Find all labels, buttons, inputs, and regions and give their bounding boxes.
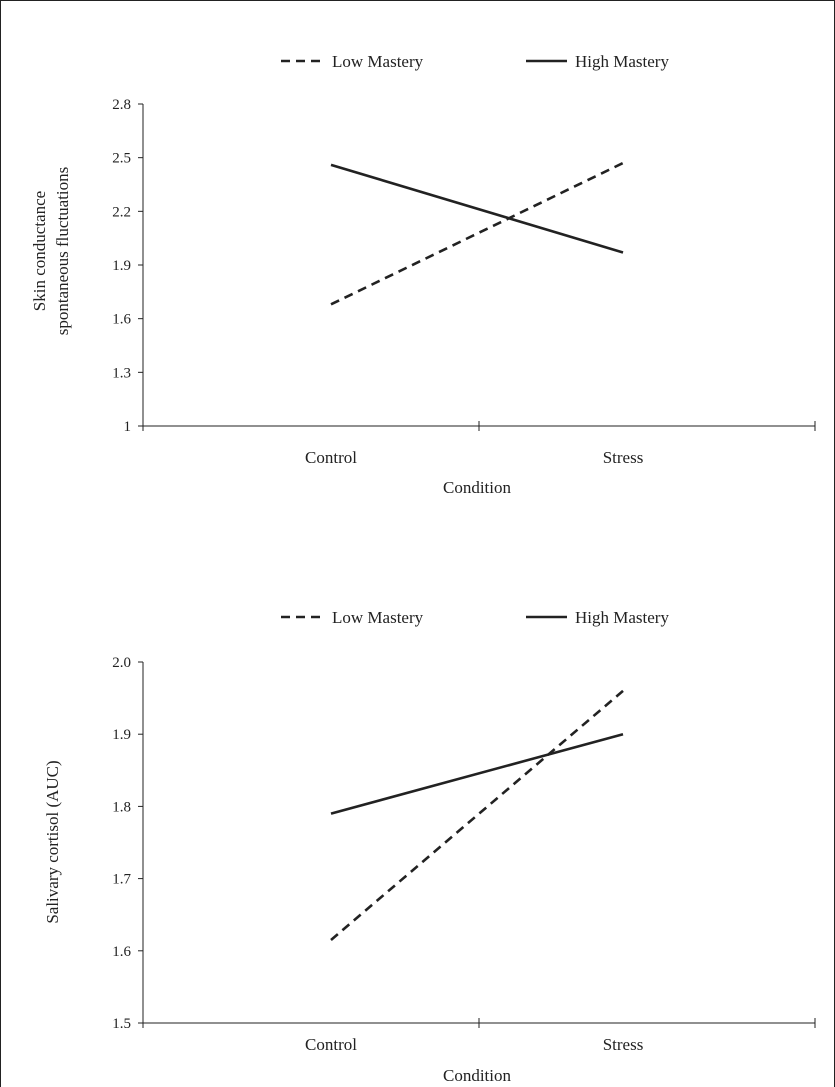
y-tick-label: 2.5	[112, 151, 131, 167]
legend-label-low-mastery: Low Mastery	[332, 52, 424, 71]
x-axis-label: Condition	[443, 1066, 512, 1085]
y-tick-label: 1.6	[112, 944, 131, 960]
x-axis-label: Condition	[443, 478, 512, 497]
legend: Low Mastery High Mastery	[281, 52, 669, 71]
y-tick-label: 1.3	[112, 365, 131, 381]
x-tick-label: Stress	[603, 448, 644, 467]
y-axis-label: Salivary cortisol (AUC)	[43, 760, 62, 923]
y-tick-label: 2.8	[112, 97, 131, 113]
y-tick-label: 1.6	[112, 312, 131, 328]
y-tick-label: 1.8	[112, 799, 131, 815]
y-tick-label: 1.9	[112, 727, 131, 743]
series-line-high-mastery	[330, 732, 624, 815]
legend-label-high-mastery: High Mastery	[575, 608, 669, 627]
chart-panel-2: 1.5 1.6 1.7 1.8 1.9 2.0 Control Stress Condition…	[43, 608, 816, 1085]
legend-label-low-mastery: Low Mastery	[332, 608, 424, 627]
y-axis-label: spontaneous fluctuations	[53, 167, 72, 336]
x-tick-label: Control	[305, 448, 357, 467]
y-tick-label: 1.5	[112, 1016, 131, 1032]
x-tick-label: Control	[305, 1035, 357, 1054]
y-tick-label: 1.9	[112, 258, 131, 274]
series-line-low-mastery	[330, 161, 624, 306]
y-tick-label: 1	[124, 419, 132, 435]
x-tick-label: Stress	[603, 1035, 644, 1054]
series-line-low-mastery	[330, 689, 624, 941]
legend: Low Mastery High Mastery	[281, 608, 669, 627]
series-line-high-mastery	[330, 163, 624, 254]
legend-label-high-mastery: High Mastery	[575, 52, 669, 71]
y-tick-label: 2.0	[112, 655, 131, 671]
y-axis-label: Skin conductance	[30, 191, 49, 311]
chart-panel-1: 1 1.3 1.6 1.9 2.2 2.5 2.8 Control Stress Conditio…	[30, 52, 816, 497]
y-tick-label: 1.7	[112, 872, 131, 888]
y-tick-label: 2.2	[112, 204, 131, 220]
